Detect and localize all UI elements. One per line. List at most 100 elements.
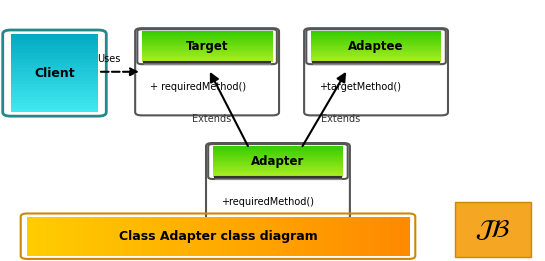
- Bar: [11, 103, 98, 106]
- Bar: [142, 31, 272, 33]
- Bar: [213, 172, 343, 173]
- Bar: [311, 42, 441, 44]
- Bar: [11, 71, 98, 75]
- Bar: [142, 42, 272, 44]
- Text: Uses: Uses: [98, 54, 120, 64]
- Bar: [311, 38, 441, 40]
- Bar: [142, 37, 272, 39]
- Bar: [11, 43, 98, 46]
- Bar: [11, 109, 98, 112]
- Bar: [142, 47, 272, 49]
- Bar: [352, 217, 362, 256]
- Bar: [142, 35, 272, 36]
- Bar: [311, 58, 441, 60]
- Bar: [11, 62, 98, 65]
- Bar: [380, 217, 391, 256]
- Bar: [311, 40, 441, 41]
- Bar: [142, 217, 153, 256]
- Bar: [213, 153, 343, 155]
- Bar: [104, 217, 114, 256]
- Bar: [142, 38, 272, 40]
- Bar: [11, 46, 98, 50]
- Bar: [161, 217, 171, 256]
- Bar: [213, 148, 343, 150]
- Bar: [190, 217, 200, 256]
- Bar: [11, 59, 98, 62]
- Bar: [213, 155, 343, 156]
- Bar: [11, 34, 98, 37]
- Bar: [11, 78, 98, 81]
- Bar: [311, 46, 441, 47]
- Bar: [142, 45, 272, 46]
- Text: $\mathcal{JB}$: $\mathcal{JB}$: [475, 218, 511, 242]
- Bar: [311, 47, 441, 49]
- Bar: [311, 53, 441, 55]
- Text: Adapter: Adapter: [251, 155, 305, 168]
- Bar: [311, 56, 441, 57]
- Bar: [151, 217, 162, 256]
- Bar: [11, 52, 98, 56]
- Bar: [311, 59, 441, 61]
- FancyBboxPatch shape: [455, 202, 531, 257]
- Bar: [142, 57, 272, 58]
- Bar: [142, 41, 272, 42]
- Bar: [213, 146, 343, 147]
- Bar: [11, 106, 98, 109]
- Bar: [213, 173, 343, 174]
- Bar: [75, 217, 86, 256]
- Bar: [294, 217, 305, 256]
- Bar: [332, 217, 343, 256]
- Bar: [84, 217, 95, 256]
- Bar: [11, 74, 98, 78]
- Bar: [218, 217, 229, 256]
- Bar: [142, 46, 272, 47]
- Bar: [266, 217, 276, 256]
- Bar: [142, 43, 272, 45]
- Bar: [142, 51, 272, 52]
- Bar: [142, 58, 272, 60]
- Bar: [11, 68, 98, 72]
- Bar: [11, 99, 98, 103]
- Bar: [213, 163, 343, 165]
- Text: Client: Client: [34, 67, 75, 80]
- Bar: [11, 49, 98, 53]
- Bar: [213, 164, 343, 166]
- Bar: [311, 32, 441, 34]
- Bar: [213, 169, 343, 171]
- Bar: [311, 50, 441, 51]
- FancyBboxPatch shape: [304, 28, 448, 115]
- Bar: [213, 156, 343, 157]
- Bar: [208, 217, 219, 256]
- Bar: [142, 61, 272, 62]
- Text: Adaptee: Adaptee: [348, 40, 404, 53]
- Bar: [11, 40, 98, 43]
- Bar: [311, 33, 441, 35]
- Text: +requiredMethod(): +requiredMethod(): [221, 197, 314, 207]
- Bar: [213, 162, 343, 163]
- Bar: [11, 56, 98, 59]
- Bar: [311, 41, 441, 42]
- Text: Extends: Extends: [321, 114, 360, 124]
- Bar: [113, 217, 124, 256]
- Bar: [27, 217, 38, 256]
- Bar: [37, 217, 47, 256]
- Bar: [342, 217, 353, 256]
- Bar: [213, 165, 343, 167]
- Bar: [311, 36, 441, 38]
- Bar: [123, 217, 133, 256]
- Bar: [11, 81, 98, 84]
- Bar: [390, 217, 400, 256]
- Bar: [142, 36, 272, 38]
- Bar: [11, 96, 98, 100]
- Bar: [56, 217, 66, 256]
- Bar: [142, 56, 272, 57]
- Bar: [323, 217, 334, 256]
- Bar: [284, 217, 295, 256]
- Bar: [256, 217, 267, 256]
- FancyBboxPatch shape: [206, 143, 350, 230]
- FancyBboxPatch shape: [135, 28, 279, 115]
- Text: Extends: Extends: [192, 114, 231, 124]
- Bar: [237, 217, 247, 256]
- Bar: [11, 65, 98, 68]
- Bar: [94, 217, 105, 256]
